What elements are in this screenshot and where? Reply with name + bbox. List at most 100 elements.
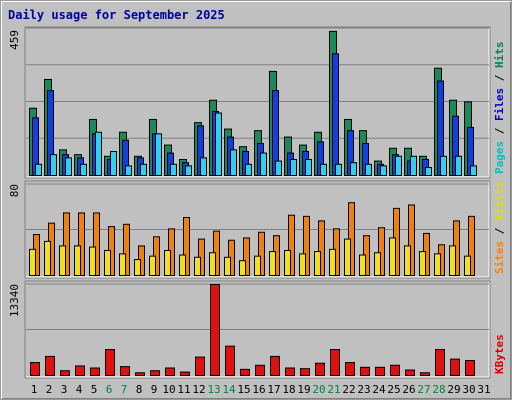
pages-bar — [110, 150, 117, 176]
sites-bar — [408, 204, 415, 277]
legend-visits-sites: Sites / Visits — [493, 181, 506, 274]
pages-bar — [455, 155, 462, 177]
kbytes-bar — [60, 370, 70, 376]
kbytes-bar — [180, 371, 190, 376]
sites-bar — [468, 215, 475, 277]
kbytes-bar — [255, 364, 265, 376]
pages-bar — [215, 112, 222, 176]
x-tick-label: 24 — [372, 383, 386, 396]
sites-bar — [318, 220, 325, 276]
visits-bar — [389, 237, 396, 276]
visits-bar — [164, 249, 171, 277]
visits-bar — [239, 260, 246, 276]
sites-bar — [78, 212, 85, 276]
x-tick-label: 10 — [162, 383, 175, 396]
visits-bar — [119, 253, 126, 276]
legend-separator: / — [493, 121, 506, 141]
kbytes-bar — [210, 284, 220, 376]
kbytes-bar — [330, 349, 340, 377]
x-tick-label: 3 — [61, 383, 68, 396]
pages-bar — [140, 163, 147, 176]
visits-bar — [314, 251, 321, 277]
visits-bar — [149, 255, 156, 277]
visits-bar — [284, 249, 291, 277]
kbytes-bar — [165, 367, 175, 376]
x-tick-label: 5 — [91, 383, 98, 396]
pages-bar — [65, 157, 72, 176]
kbytes-bar — [225, 345, 235, 377]
kbytes-bar — [390, 364, 400, 376]
kbytes-bar — [105, 349, 115, 377]
x-tick-label: 30 — [462, 383, 475, 396]
x-tick-label: 26 — [402, 383, 415, 396]
pages-bar — [230, 149, 237, 177]
pages-bar — [200, 157, 207, 176]
pages-bar — [305, 158, 312, 176]
x-tick-label: 19 — [297, 383, 310, 396]
kbytes-bar — [450, 358, 460, 376]
sites-bar — [63, 212, 70, 276]
kbytes-bar — [285, 367, 295, 376]
kbytes-bar — [195, 356, 205, 376]
kbytes-bar — [345, 362, 355, 376]
x-tick-label: 27 — [417, 383, 430, 396]
pages-bar — [335, 163, 342, 176]
legend-item-sites: Sites — [493, 241, 506, 274]
visits-bar — [374, 252, 381, 276]
pages-bar — [155, 133, 162, 176]
legend-separator: / — [493, 68, 506, 88]
visits-bar — [434, 253, 441, 276]
x-tick-label: 25 — [387, 383, 400, 396]
x-tick-label: 9 — [151, 383, 158, 396]
visits-bar — [104, 249, 111, 277]
legend-hits-files-pages: Pages / Files / Hits — [493, 42, 506, 175]
x-tick-label: 13 — [207, 383, 220, 396]
kbytes-bar — [150, 370, 160, 376]
x-tick-label: 1 — [31, 383, 38, 396]
kbytes-bar — [315, 362, 325, 376]
sites-bar — [183, 216, 190, 277]
x-tick-label: 4 — [76, 383, 83, 396]
x-tick-label: 12 — [192, 383, 205, 396]
pages-bar — [350, 162, 357, 177]
kbytes-bar — [270, 355, 280, 376]
visits-bar — [329, 248, 336, 276]
visits-bar — [74, 245, 81, 277]
x-tick-label: 11 — [177, 383, 190, 396]
pages-bar — [425, 166, 432, 177]
visits-bar — [449, 245, 456, 277]
pages-bar — [380, 165, 387, 176]
pages-bar — [35, 163, 42, 176]
kbytes-bar — [135, 372, 145, 376]
visits-bar — [224, 256, 231, 276]
files-bar — [332, 53, 339, 177]
sites-bar — [123, 223, 130, 276]
visits-bar — [59, 245, 66, 277]
kbytes-bar — [420, 372, 430, 376]
visits-bar — [179, 254, 186, 276]
legend-item-kbytes: KBytes — [493, 334, 506, 374]
chart-title: Daily usage for September 2025 — [8, 8, 225, 22]
sites-bar — [378, 227, 385, 277]
x-tick-label: 28 — [432, 383, 445, 396]
legend-item-visits: Visits — [493, 181, 506, 221]
visits-bar — [464, 255, 471, 277]
x-tick-label: 29 — [447, 383, 460, 396]
y-max-label-hits-files-pages: 459 — [8, 30, 21, 50]
visits-bar — [299, 253, 306, 276]
pages-bar — [50, 154, 57, 177]
kbytes-bar — [30, 362, 40, 376]
sites-bar — [288, 214, 295, 276]
kbytes-bar — [300, 368, 310, 376]
pages-bar — [80, 163, 87, 176]
pages-bar — [260, 152, 267, 176]
legend-item-hits: Hits — [493, 42, 506, 69]
pages-bar — [95, 131, 102, 177]
x-tick-label: 20 — [312, 383, 325, 396]
visits-bar — [254, 255, 261, 277]
pages-bar — [170, 163, 177, 176]
visits-bar — [419, 251, 426, 277]
pages-bar — [470, 165, 477, 176]
visits-bar — [134, 259, 141, 277]
